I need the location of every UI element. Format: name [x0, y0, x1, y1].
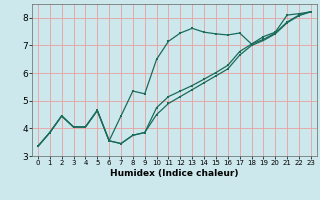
X-axis label: Humidex (Indice chaleur): Humidex (Indice chaleur)	[110, 169, 239, 178]
